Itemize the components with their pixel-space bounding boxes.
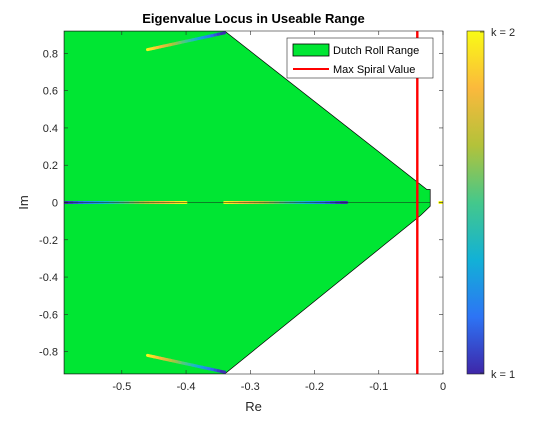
colorbar: k = 2 k = 1 <box>466 27 515 381</box>
x-tick-label: -0.4 <box>177 381 196 393</box>
y-tick-label: -0.8 <box>39 347 58 359</box>
x-tick-label: -0.3 <box>241 381 260 393</box>
colorbar-label-bottom: k = 1 <box>491 369 515 381</box>
y-tick-label: -0.6 <box>39 309 58 321</box>
y-tick-label: 0.4 <box>43 123 58 135</box>
x-axis-label: Re <box>245 399 262 414</box>
x-tick-label: 0 <box>440 381 446 393</box>
legend-swatch-dutch-roll <box>292 43 330 57</box>
y-tick-label: 0 <box>52 198 58 210</box>
locus-0-segment <box>219 31 227 36</box>
legend-label-max-spiral: Max Spiral Value <box>333 64 415 76</box>
y-tick-label: 0.8 <box>43 48 58 60</box>
y-tick-label: -0.2 <box>39 235 58 247</box>
x-tick-label: -0.5 <box>112 381 131 393</box>
y-tick-label: -0.4 <box>39 272 58 284</box>
colorbar-gradient <box>466 30 485 375</box>
y-tick-label: 0.6 <box>43 86 58 98</box>
x-tick-label: -0.1 <box>369 381 388 393</box>
legend-label-dutch-roll: Dutch Roll Range <box>333 45 419 57</box>
legend: Dutch Roll Range Max Spiral Value <box>286 37 434 79</box>
y-axis-label: Im <box>16 195 31 209</box>
x-tick-label: -0.2 <box>305 381 324 393</box>
y-tick-label: 0.2 <box>43 160 58 172</box>
colorbar-label-top: k = 2 <box>491 27 515 39</box>
locus-1-segment <box>219 369 227 374</box>
chart-title: Eigenvalue Locus in Useable Range <box>142 11 365 26</box>
